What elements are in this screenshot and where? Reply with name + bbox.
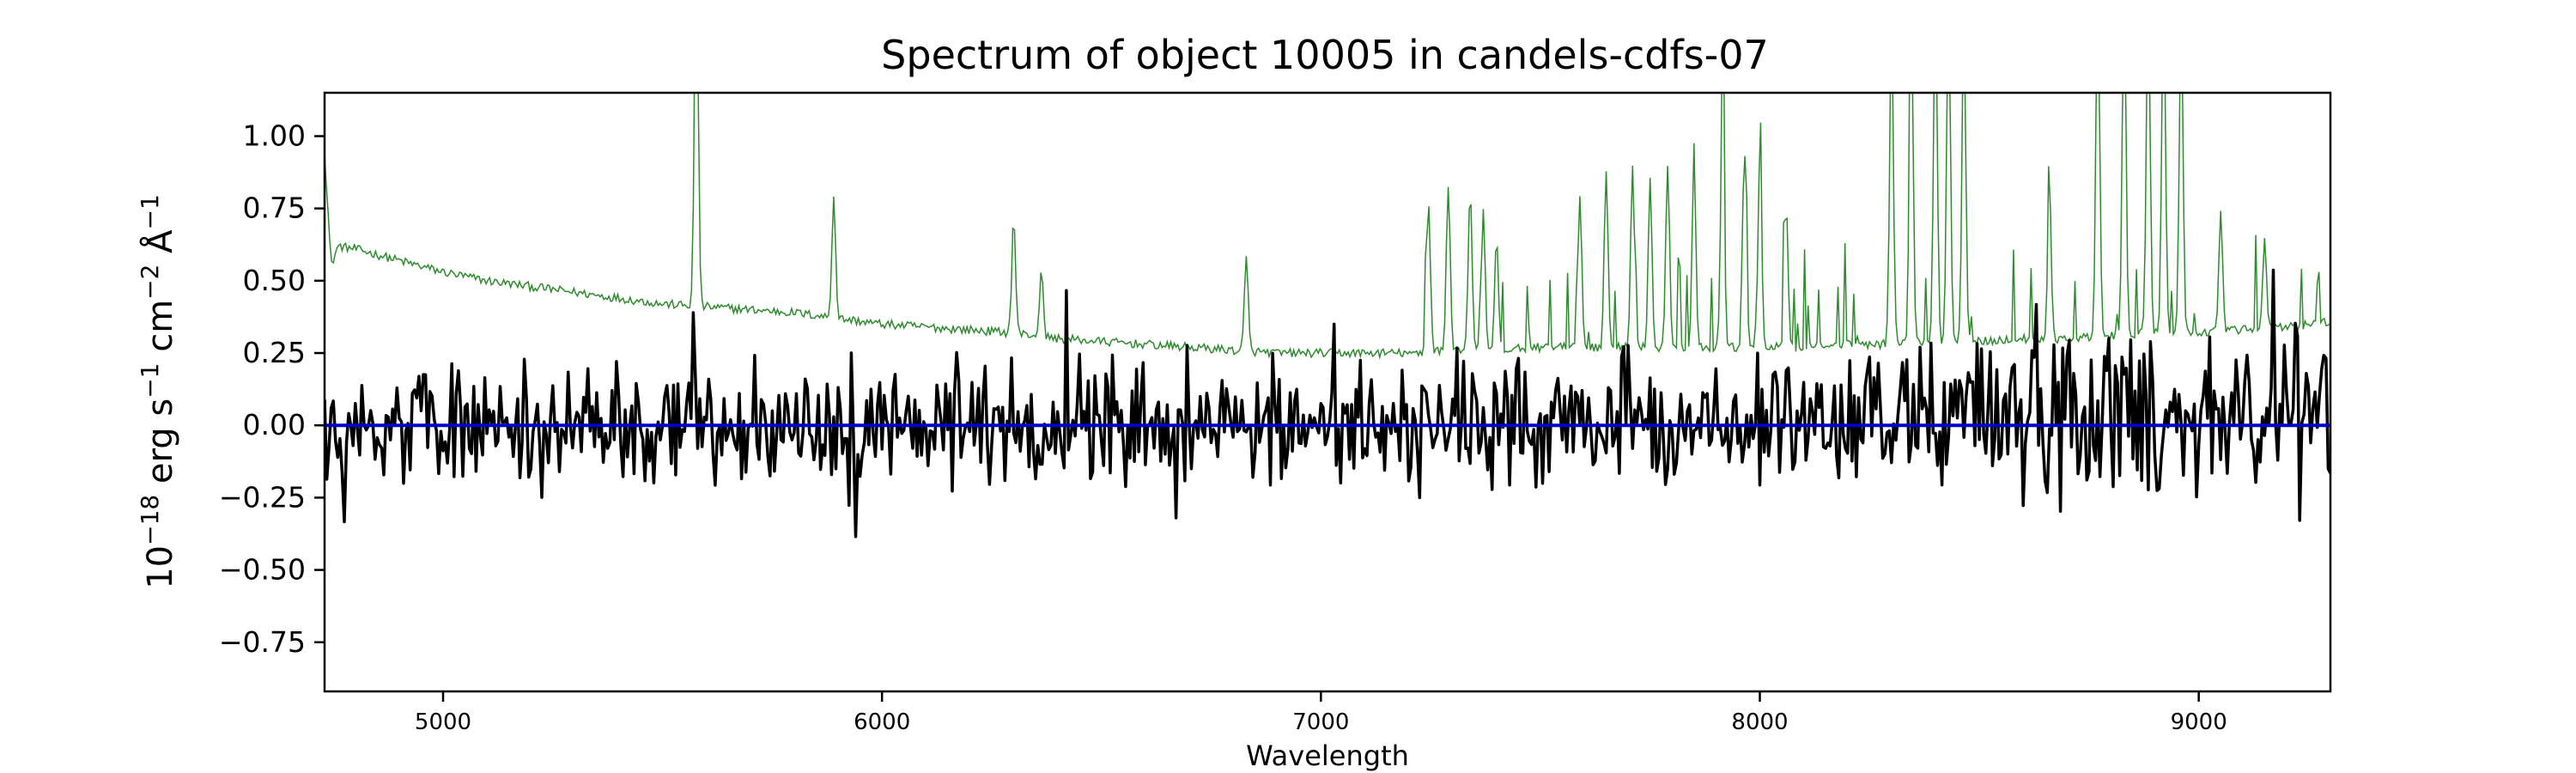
x-tick-label: 6000	[854, 709, 910, 735]
y-axis: −0.75 −0.50 −0.25 0.00 0.25 0.50 0.75 1.00	[219, 119, 325, 659]
y-axis-label: 10−18 erg s−1 cm−2 Å−1	[136, 194, 180, 589]
x-tick-label: 7000	[1292, 709, 1349, 735]
y-label-unit3-exp: −1	[136, 194, 164, 229]
y-tick-label: 0.50	[243, 264, 306, 297]
plot-frame	[323, 91, 2332, 693]
y-label-unit2: cm	[141, 300, 180, 363]
y-tick-label: 0.25	[243, 336, 306, 369]
y-label-base: 10	[141, 545, 180, 589]
plot-area	[323, 91, 2332, 693]
y-tick-label: −0.25	[219, 480, 306, 514]
x-tick-label: 8000	[1731, 709, 1788, 735]
y-label-exp: −18	[136, 495, 164, 545]
y-tick-label: 1.00	[243, 119, 306, 153]
noise-spectrum-line	[325, 93, 2330, 360]
chart-title: Spectrum of object 10005 in candels-cdfs…	[881, 32, 1769, 78]
x-tick-label: 5000	[415, 709, 471, 735]
y-label-unit1: erg s	[141, 399, 180, 495]
flux-spectrum-line	[325, 268, 2330, 539]
x-axis-label: Wavelength	[1246, 740, 1409, 772]
y-label-unit3: Å	[139, 229, 180, 265]
y-tick-label: −0.50	[219, 553, 306, 587]
y-label-unit1-exp: −1	[136, 363, 164, 399]
y-tick-label: 0.00	[243, 408, 306, 441]
y-label-unit2-exp: −2	[136, 265, 164, 300]
y-tick-label: −0.75	[219, 625, 306, 659]
x-axis: 5000 6000 7000 8000 9000	[415, 691, 2227, 735]
y-tick-label: 0.75	[243, 192, 306, 225]
x-tick-label: 9000	[2171, 709, 2227, 735]
